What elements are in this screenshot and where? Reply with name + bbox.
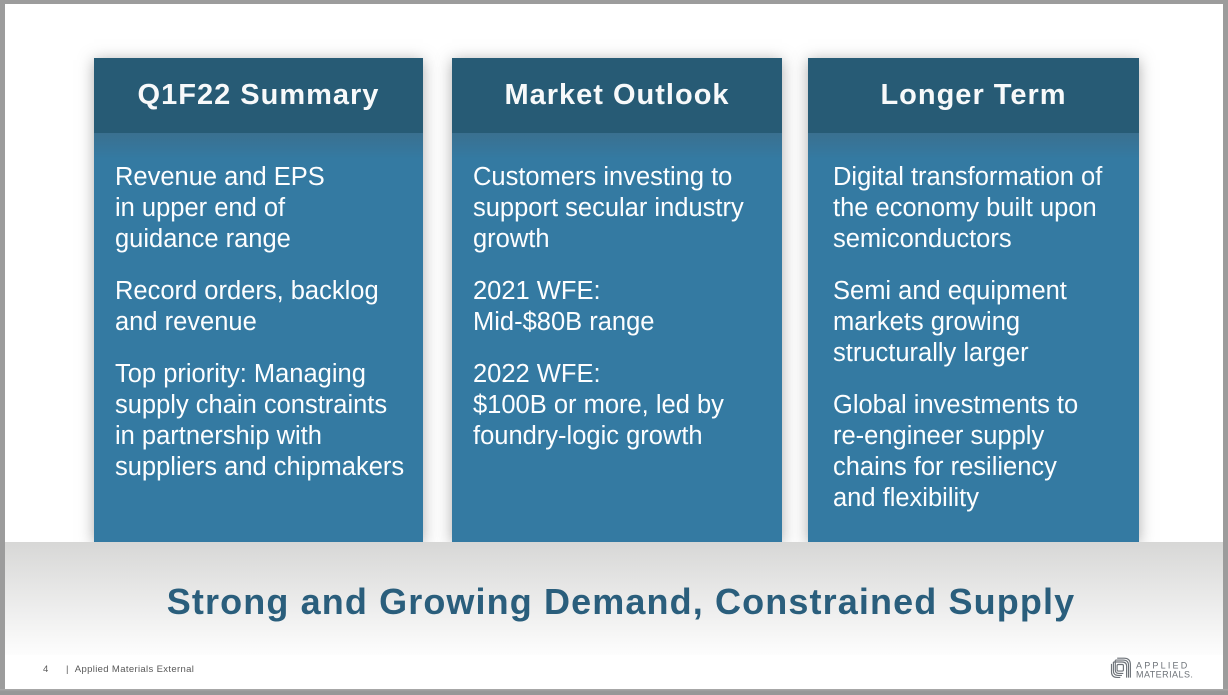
svg-text:APPLIED: APPLIED xyxy=(1136,660,1189,670)
svg-text:MATERIALS.: MATERIALS. xyxy=(1136,670,1193,680)
